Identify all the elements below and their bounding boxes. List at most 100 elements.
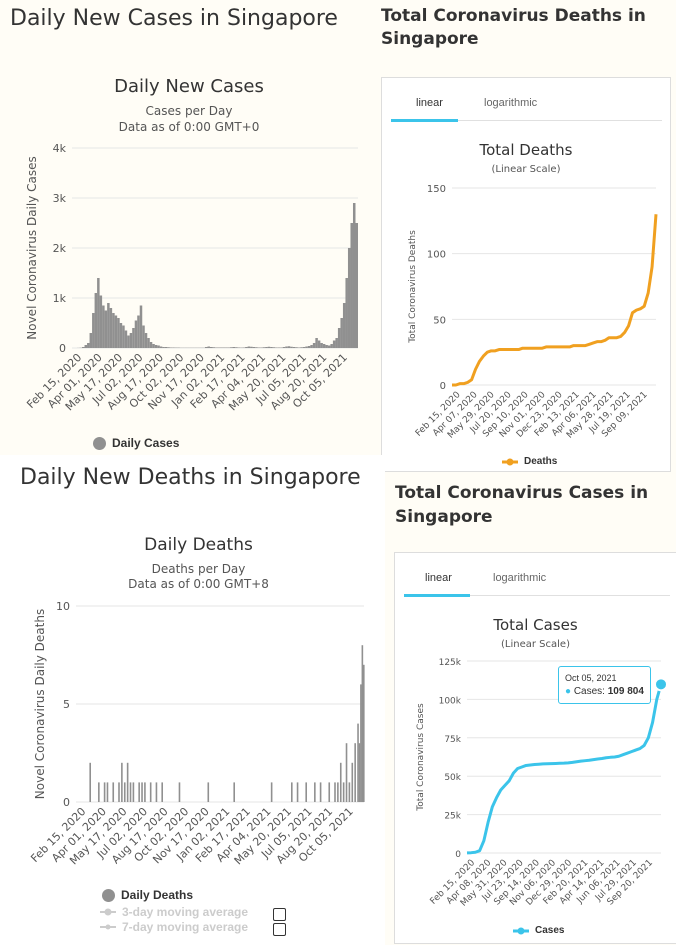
bar <box>291 782 293 802</box>
y-tick-label: 125k <box>439 658 462 668</box>
tab-linear[interactable]: linear <box>425 572 452 584</box>
total-deaths-heading-line-1: Total Coronavirus Deaths in <box>381 6 646 26</box>
bar <box>319 782 322 802</box>
bar <box>275 347 278 348</box>
bar <box>348 782 351 802</box>
total-cases-heading-line-2: Singapore <box>395 507 493 527</box>
y-tick-label: 4k <box>53 142 67 155</box>
bar <box>132 782 135 802</box>
ma3-legend-label: 3-day moving average <box>122 905 249 919</box>
daily-cases-legend[interactable]: Daily Cases <box>93 436 179 450</box>
bar <box>282 347 286 348</box>
bar <box>162 347 165 348</box>
bar <box>233 782 235 802</box>
bar <box>121 762 123 802</box>
daily-cases-heading: Daily New Cases in Singapore <box>10 6 338 31</box>
bar <box>109 308 113 348</box>
ma7-legend-marker <box>100 924 116 930</box>
bar <box>102 305 105 348</box>
bar <box>154 345 158 348</box>
bar <box>255 347 258 348</box>
daily-deaths-subtitle-2: Data as of 0:00 GMT+8 <box>128 577 269 591</box>
ma3-legend[interactable]: 3-day moving average <box>100 905 248 919</box>
bar <box>328 782 331 802</box>
y-tick-label: 3k <box>53 192 67 205</box>
y-tick-label: 75k <box>444 735 461 745</box>
bar <box>290 346 293 348</box>
bar <box>106 782 109 802</box>
tooltip-label: Cases: <box>573 686 605 697</box>
daily-deaths-legend[interactable]: Daily Deaths <box>102 888 193 902</box>
bar <box>280 347 283 348</box>
total-deaths-legend-label: Deaths <box>524 456 558 467</box>
tab-logarithmic[interactable]: logarithmic <box>493 572 547 584</box>
ma3-legend-marker <box>100 908 116 916</box>
bar <box>339 762 342 802</box>
bar <box>300 347 303 348</box>
bar <box>358 743 361 802</box>
bar <box>265 347 268 348</box>
bar <box>127 335 130 348</box>
bar <box>334 782 336 802</box>
bar <box>124 330 128 348</box>
bar <box>144 333 148 348</box>
tab-linear-underline <box>404 594 470 597</box>
bar <box>340 318 343 348</box>
bar <box>141 782 143 802</box>
bar <box>270 782 273 802</box>
y-tick-label: 1k <box>53 292 67 305</box>
bar <box>342 303 346 348</box>
y-tick-label: 2k <box>53 242 67 255</box>
bar <box>169 347 173 348</box>
bar <box>212 347 215 348</box>
bar <box>262 347 266 348</box>
bar <box>132 328 135 348</box>
tab-bar-divider <box>458 120 662 121</box>
total-deaths-legend[interactable]: Deaths <box>502 456 557 467</box>
bar <box>257 347 261 348</box>
deaths-legend-marker <box>502 458 518 465</box>
daily-deaths-legend-label: Daily Deaths <box>121 888 194 902</box>
bar <box>220 347 223 348</box>
bar <box>345 278 348 348</box>
bar <box>352 203 356 348</box>
total-deaths-chart-title: Total Deaths <box>479 141 573 159</box>
bar <box>363 664 365 802</box>
bar <box>332 340 336 348</box>
bar <box>172 347 175 348</box>
bar <box>107 303 110 348</box>
bar <box>82 347 85 348</box>
bar <box>295 347 298 348</box>
bar <box>287 346 291 348</box>
bar <box>227 347 231 348</box>
bar <box>149 782 152 802</box>
total-cases-legend[interactable]: Cases <box>513 925 564 936</box>
bar <box>137 315 140 348</box>
total-deaths-subtitle: (Linear Scale) <box>491 164 561 175</box>
bar <box>209 347 213 348</box>
y-tick-label: 10 <box>56 600 70 613</box>
bar <box>204 347 208 348</box>
bar <box>320 343 323 348</box>
ma7-legend[interactable]: 7-day moving average <box>100 920 248 934</box>
daily-cases-legend-marker <box>93 436 106 450</box>
bar <box>157 345 160 348</box>
ma3-checkbox[interactable] <box>273 908 286 921</box>
tab-logarithmic[interactable]: logarithmic <box>484 97 538 109</box>
bar <box>345 743 348 802</box>
bar <box>142 325 145 348</box>
bar <box>245 347 248 348</box>
bar <box>119 323 123 348</box>
daily-cases-subtitle-1: Cases per Day <box>145 104 233 118</box>
bar <box>207 782 210 802</box>
bar <box>144 782 146 802</box>
bar <box>122 325 125 348</box>
ma7-checkbox[interactable] <box>273 923 286 936</box>
y-tick-label: 25k <box>444 812 461 822</box>
y-tick-label: 50 <box>433 315 446 326</box>
tooltip-value: 109 804 <box>607 686 644 697</box>
bar <box>315 338 318 348</box>
total-cases-panel: Total Coronavirus Cases in Singapore lin… <box>385 475 676 945</box>
tab-linear[interactable]: linear <box>416 97 443 109</box>
bar <box>117 318 120 348</box>
